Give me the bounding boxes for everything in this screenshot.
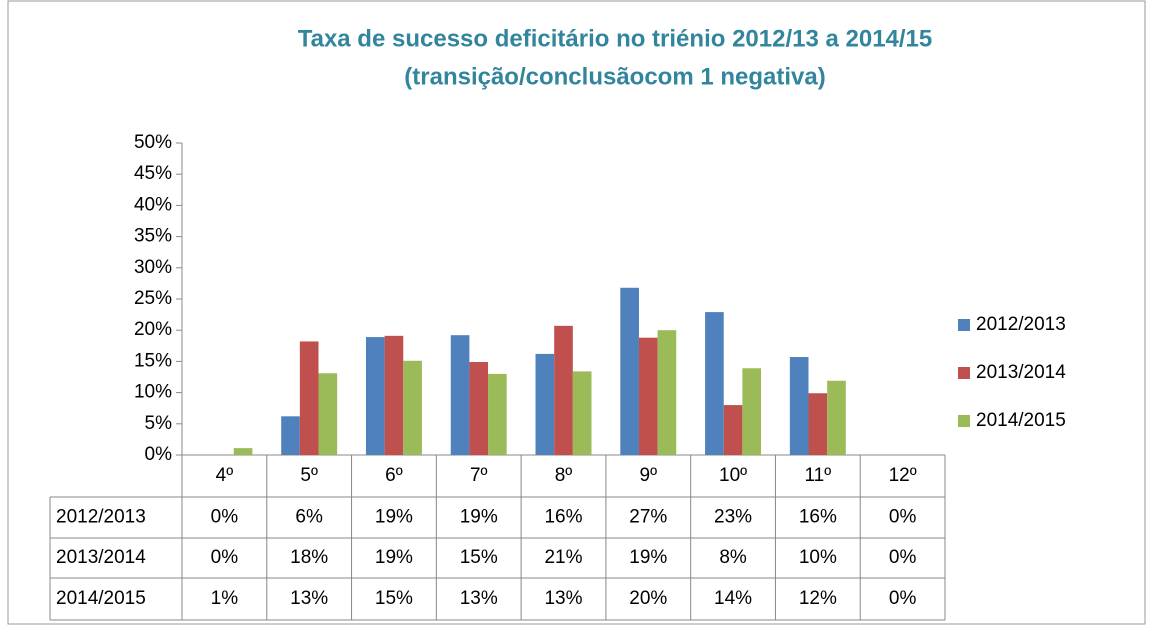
bar bbox=[723, 405, 743, 455]
legend-label: 2013/2014 bbox=[976, 362, 1066, 383]
x-tick-label: 5º bbox=[300, 465, 318, 486]
value-label: 23% bbox=[714, 507, 752, 528]
bar bbox=[657, 330, 677, 455]
legend-swatch bbox=[958, 367, 970, 379]
bar bbox=[318, 373, 338, 455]
y-tick-label: 0% bbox=[145, 444, 173, 465]
x-tick-label: 4º bbox=[216, 465, 234, 486]
bar bbox=[789, 357, 809, 455]
y-tick-label: 35% bbox=[134, 226, 172, 247]
value-label: 16% bbox=[544, 507, 582, 528]
y-tick-label: 50% bbox=[134, 132, 172, 153]
chart-title: Taxa de sucesso deficitário no triénio 2… bbox=[298, 25, 933, 52]
bar bbox=[488, 373, 507, 455]
value-label: 0% bbox=[889, 507, 917, 528]
bar bbox=[554, 325, 573, 455]
y-tick-label: 40% bbox=[134, 194, 172, 215]
x-tick-label: 11º bbox=[804, 465, 831, 486]
value-label: 16% bbox=[799, 507, 837, 528]
value-label: 19% bbox=[375, 507, 413, 528]
value-label: 19% bbox=[375, 547, 413, 568]
y-tick-label: 45% bbox=[134, 163, 172, 184]
value-label: 18% bbox=[290, 547, 328, 568]
x-tick-label: 9º bbox=[640, 465, 658, 486]
legend-label: 2014/2015 bbox=[976, 410, 1066, 431]
value-label: 1% bbox=[211, 588, 239, 609]
value-label: 8% bbox=[719, 547, 747, 568]
bar bbox=[705, 312, 724, 455]
y-tick-label: 10% bbox=[134, 382, 172, 403]
value-label: 0% bbox=[889, 547, 917, 568]
value-label: 19% bbox=[629, 547, 667, 568]
bar bbox=[638, 337, 658, 455]
chart-title: (transição/conclusãocom 1 negativa) bbox=[404, 63, 825, 90]
bar bbox=[403, 360, 422, 455]
x-tick-label: 10º bbox=[719, 465, 747, 486]
value-label: 10% bbox=[799, 547, 837, 568]
bar bbox=[365, 337, 385, 455]
value-label: 0% bbox=[211, 547, 239, 568]
legend-swatch bbox=[958, 415, 970, 427]
bar bbox=[742, 368, 762, 455]
bar bbox=[827, 380, 846, 455]
bar bbox=[384, 335, 404, 455]
bar bbox=[469, 362, 489, 455]
bar bbox=[572, 371, 592, 455]
y-tick-label: 15% bbox=[134, 350, 172, 371]
value-label: 15% bbox=[460, 547, 498, 568]
bar bbox=[299, 341, 319, 455]
table-row-header: 2013/2014 bbox=[56, 547, 146, 568]
x-tick-label: 7º bbox=[470, 465, 488, 486]
bar bbox=[450, 335, 470, 455]
value-label: 27% bbox=[629, 507, 667, 528]
value-label: 13% bbox=[460, 588, 498, 609]
legend-swatch bbox=[958, 319, 970, 331]
value-label: 6% bbox=[295, 507, 323, 528]
x-tick-label: 6º bbox=[385, 465, 403, 486]
legend-label: 2012/2013 bbox=[976, 314, 1066, 335]
y-tick-label: 20% bbox=[134, 319, 172, 340]
chart-border bbox=[7, 0, 1146, 625]
table-row-header: 2014/2015 bbox=[56, 588, 146, 609]
x-tick-label: 8º bbox=[555, 465, 573, 486]
value-label: 13% bbox=[544, 588, 582, 609]
value-label: 20% bbox=[629, 588, 667, 609]
x-tick-label: 12º bbox=[889, 465, 917, 486]
y-tick-label: 25% bbox=[134, 288, 172, 309]
value-label: 21% bbox=[544, 547, 582, 568]
value-label: 0% bbox=[211, 507, 239, 528]
value-label: 13% bbox=[290, 588, 328, 609]
bar bbox=[535, 353, 555, 455]
bar bbox=[233, 448, 253, 455]
value-label: 14% bbox=[714, 588, 752, 609]
bar bbox=[281, 416, 300, 455]
table-row-header: 2012/2013 bbox=[56, 507, 146, 528]
bar bbox=[620, 287, 639, 455]
y-tick-label: 30% bbox=[134, 257, 172, 278]
value-label: 0% bbox=[889, 588, 917, 609]
value-label: 15% bbox=[375, 588, 413, 609]
value-label: 19% bbox=[460, 507, 498, 528]
y-tick-label: 5% bbox=[145, 413, 173, 434]
value-label: 12% bbox=[799, 588, 837, 609]
bar bbox=[808, 393, 828, 455]
